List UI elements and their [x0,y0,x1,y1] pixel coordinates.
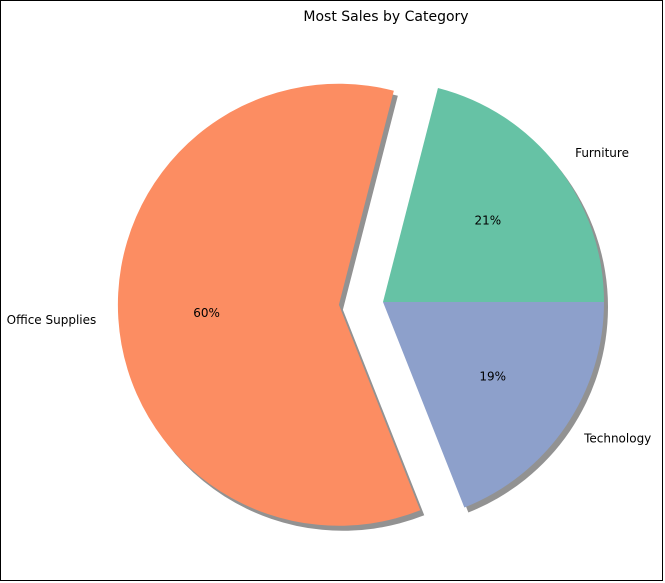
pie-slice-office-supplies [117,83,421,526]
pie-slice-furniture [383,87,604,303]
chart-title: Most Sales by Category [303,9,469,25]
category-label-furniture: Furniture [575,146,629,160]
pct-label-office-supplies: 60% [193,306,220,320]
pct-label-technology: 19% [479,370,506,384]
category-label-technology: Technology [583,432,651,446]
category-label-office-supplies: Office Supplies [7,313,97,327]
pct-label-furniture: 21% [474,214,501,228]
pie-slice-technology [383,302,604,508]
